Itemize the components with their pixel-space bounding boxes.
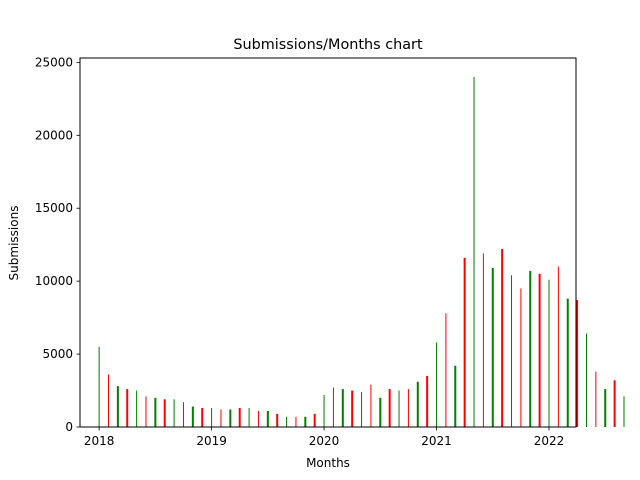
bar-2019-11 bbox=[304, 416, 307, 427]
bar-2020-01 bbox=[323, 394, 325, 427]
bar-2018-09 bbox=[173, 399, 175, 427]
y-axis-label: Submissions bbox=[7, 206, 21, 281]
chart-title: Submissions/Months chart bbox=[233, 37, 423, 53]
bars-group bbox=[98, 76, 625, 428]
bar-2021-06 bbox=[482, 253, 484, 427]
bar-2019-08 bbox=[276, 413, 279, 427]
bar-2019-12 bbox=[313, 413, 316, 427]
bar-2018-11 bbox=[191, 406, 194, 427]
bar-2018-07 bbox=[154, 397, 157, 427]
x-tick-label: 2022 bbox=[534, 434, 565, 448]
bar-2019-02 bbox=[220, 409, 222, 427]
bar-2018-05 bbox=[136, 390, 138, 427]
bar-2020-09 bbox=[398, 390, 400, 427]
bar-2020-02 bbox=[332, 387, 334, 427]
bar-2022-02 bbox=[557, 266, 559, 427]
bar-2019-05 bbox=[248, 408, 250, 427]
bar-2020-10 bbox=[407, 389, 409, 427]
bar-2020-05 bbox=[361, 392, 363, 427]
bar-2022-05 bbox=[586, 333, 587, 427]
bar-2018-12 bbox=[201, 408, 204, 427]
x-axis-label: Months bbox=[306, 456, 350, 470]
x-tick-label: 2020 bbox=[309, 434, 340, 448]
bar-2021-01 bbox=[436, 342, 438, 427]
bar-2019-04 bbox=[238, 408, 241, 427]
bar-2019-06 bbox=[257, 410, 259, 427]
y-tick-label: 0 bbox=[65, 420, 73, 434]
bar-2022-07 bbox=[604, 389, 607, 427]
bar-2021-09 bbox=[511, 275, 513, 427]
bar-2020-07 bbox=[379, 397, 382, 427]
bar-2022-03 bbox=[566, 298, 569, 427]
bar-2021-03 bbox=[454, 365, 457, 427]
bar-2018-10 bbox=[182, 402, 184, 427]
bar-2020-06 bbox=[370, 384, 372, 427]
bar-2018-03 bbox=[116, 386, 119, 427]
bar-2021-10 bbox=[520, 288, 522, 427]
bar-2020-12 bbox=[426, 375, 429, 427]
bar-2021-04 bbox=[463, 257, 466, 427]
bar-2018-06 bbox=[145, 396, 147, 427]
bar-2021-08 bbox=[501, 249, 504, 427]
bar-2018-08 bbox=[163, 399, 166, 427]
bar-2018-01 bbox=[98, 346, 100, 427]
bar-2021-12 bbox=[538, 273, 541, 427]
y-tick-label: 10000 bbox=[35, 274, 73, 288]
bar-2021-11 bbox=[529, 270, 532, 427]
y-tick-label: 25000 bbox=[35, 55, 73, 69]
bar-2018-02 bbox=[107, 374, 109, 427]
x-tick-label: 2021 bbox=[421, 434, 452, 448]
bar-2021-02 bbox=[445, 313, 447, 427]
bar-2022-08 bbox=[613, 380, 616, 427]
bar-2019-03 bbox=[229, 409, 232, 427]
bar-2022-01 bbox=[548, 279, 550, 427]
bar-2022-04 bbox=[576, 300, 579, 427]
bar-2022-09 bbox=[623, 396, 625, 427]
y-tick-label: 15000 bbox=[35, 201, 73, 215]
bar-2021-05 bbox=[473, 76, 475, 428]
bar-2022-06 bbox=[595, 371, 597, 427]
x-tick-label: 2018 bbox=[84, 434, 115, 448]
bar-2021-07 bbox=[491, 268, 494, 427]
bar-2020-04 bbox=[351, 390, 354, 427]
bar-2019-07 bbox=[266, 410, 269, 427]
plot-frame bbox=[79, 57, 577, 428]
y-tick-label: 5000 bbox=[42, 347, 73, 361]
x-axis-ticks: 2018 2019 2020 2021 2022 bbox=[84, 427, 564, 448]
bar-2020-03 bbox=[341, 389, 344, 427]
bar-2019-01 bbox=[211, 408, 213, 427]
x-tick-label: 2019 bbox=[196, 434, 227, 448]
bar-2020-08 bbox=[388, 389, 391, 427]
bar-2020-11 bbox=[416, 381, 419, 427]
bar-2019-09 bbox=[286, 416, 288, 427]
bar-2018-04 bbox=[126, 389, 129, 427]
y-tick-label: 20000 bbox=[35, 128, 73, 142]
y-axis-ticks: 0 5000 10000 15000 20000 25000 bbox=[35, 55, 80, 434]
bar-2019-10 bbox=[295, 416, 297, 427]
